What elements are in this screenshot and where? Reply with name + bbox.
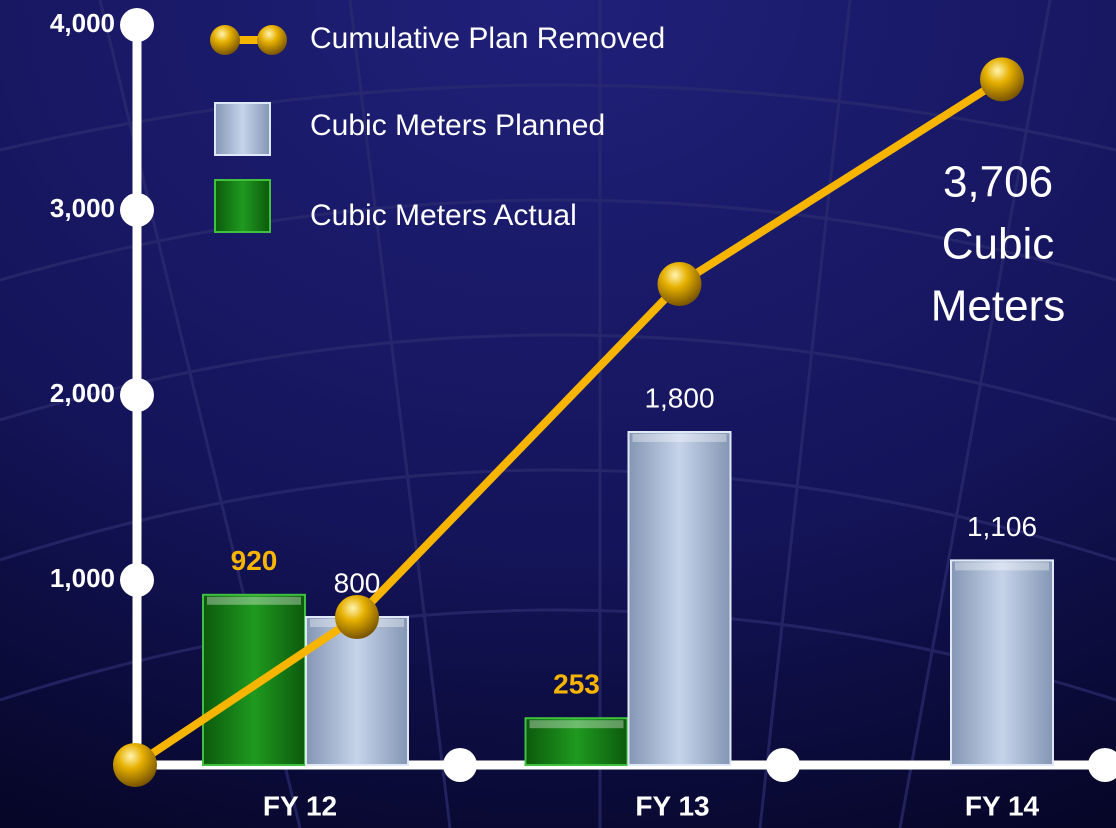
line-marker	[657, 262, 702, 306]
legend-label: Cubic Meters Actual	[310, 199, 577, 232]
y-tick-label: 2,000	[50, 378, 115, 408]
y-tick-mark	[120, 193, 154, 227]
line-marker	[113, 743, 157, 787]
axis-knob	[1088, 748, 1116, 782]
data-label: 800	[334, 567, 381, 598]
legend-line-marker	[210, 25, 240, 55]
bar-bevel	[529, 720, 624, 729]
line	[132, 76, 1005, 769]
legend-label: Cumulative Plan Removed	[310, 22, 665, 55]
y-tick-mark	[120, 8, 154, 42]
y-tick-label: 4,000	[50, 8, 115, 38]
y-tick-label: 1,000	[50, 563, 115, 593]
legend: Cumulative Plan Removed Cubic Meters Pla…	[210, 22, 665, 233]
annotation: 3,706	[943, 158, 1053, 207]
y-tick-mark	[120, 563, 154, 597]
line-marker	[980, 57, 1024, 102]
bar-bevel	[207, 596, 301, 605]
bar	[627, 431, 732, 766]
x-tick-label: FY 14	[965, 790, 1040, 821]
legend-line-marker	[257, 25, 287, 55]
bar-bevel	[955, 562, 1049, 571]
y-tick-mark	[120, 378, 154, 412]
data-label: 1,800	[644, 382, 714, 413]
annotation: Meters	[931, 282, 1065, 331]
data-label: 920	[231, 545, 278, 576]
axis-knob	[766, 748, 800, 782]
y-tick-label: 3,000	[50, 193, 115, 223]
line-marker	[335, 595, 379, 639]
legend-swatch	[214, 179, 271, 233]
bar	[950, 559, 1054, 767]
data-label: 1,106	[967, 511, 1037, 542]
annotation: Cubic	[942, 220, 1055, 269]
x-tick-label: FY 13	[635, 790, 709, 821]
axis-knob	[443, 748, 477, 782]
legend-swatch	[214, 102, 271, 156]
x-tick-label: FY 12	[263, 790, 337, 821]
bar	[202, 593, 306, 766]
legend-label: Cubic Meters Planned	[310, 109, 605, 142]
bar-bevel	[632, 434, 727, 442]
data-label: 253	[553, 669, 600, 700]
